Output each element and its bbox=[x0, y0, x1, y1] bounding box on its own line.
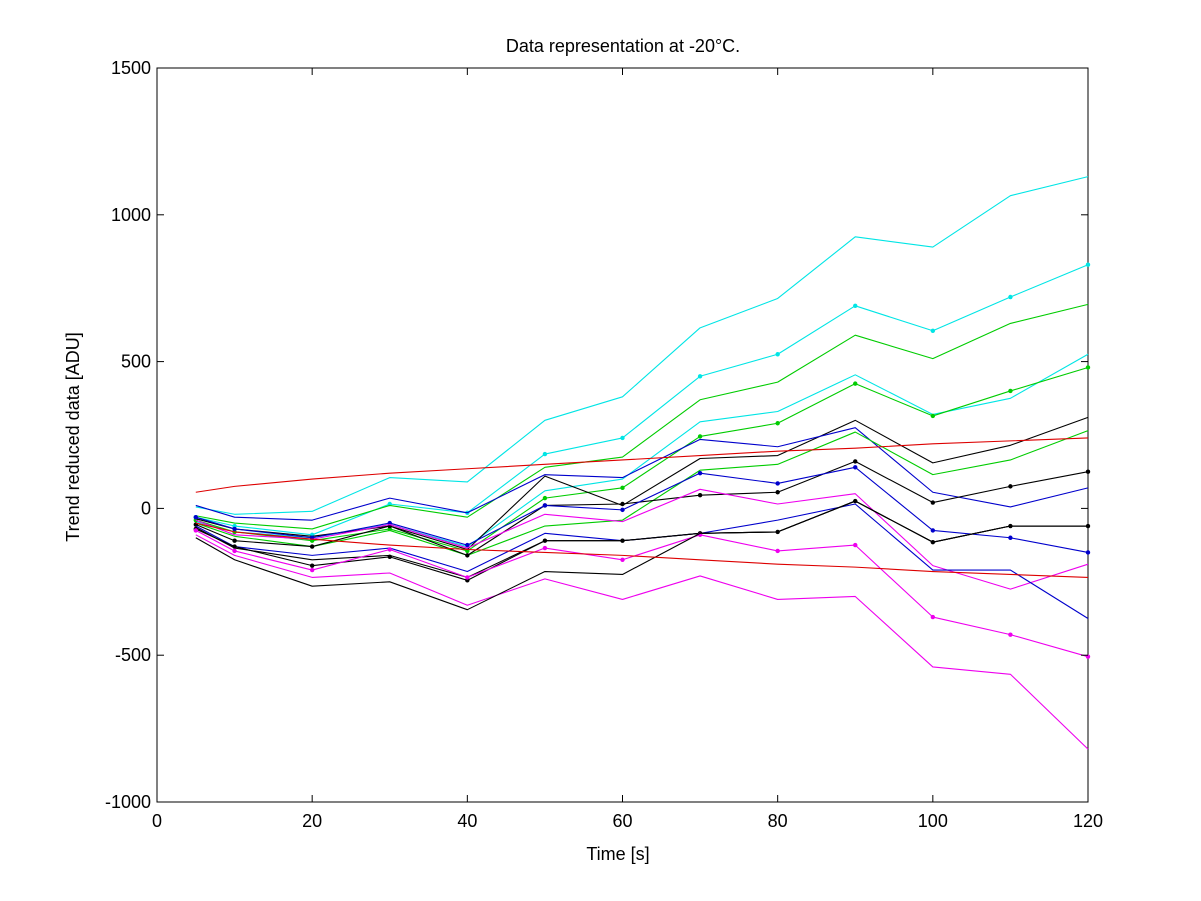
series-15-point bbox=[387, 547, 392, 552]
series-15-point bbox=[1008, 632, 1013, 637]
series-9-point bbox=[930, 500, 936, 505]
series-10-point bbox=[387, 520, 392, 526]
series-2-point bbox=[1085, 262, 1091, 267]
series-line-1 bbox=[195, 176, 1089, 515]
x-axis-label: Time [s] bbox=[586, 844, 649, 864]
series-10-point bbox=[930, 528, 936, 533]
series-line-16 bbox=[195, 534, 1089, 750]
series-14-point bbox=[387, 554, 392, 560]
x-tick-label: 20 bbox=[302, 811, 322, 831]
series-5-point bbox=[542, 495, 548, 501]
series-10-point bbox=[697, 470, 703, 476]
series-2-point bbox=[930, 328, 936, 333]
series-10-point bbox=[775, 481, 780, 486]
series-line-7 bbox=[195, 427, 1089, 521]
series-5-point bbox=[1008, 388, 1013, 394]
x-tick-label: 40 bbox=[457, 811, 477, 831]
series-2-point bbox=[620, 435, 625, 441]
series-14-point bbox=[232, 544, 237, 549]
x-tick-label: 120 bbox=[1073, 811, 1103, 831]
series-2-point bbox=[697, 374, 703, 379]
series-9-point bbox=[1085, 469, 1091, 474]
y-tick-label: -1000 bbox=[105, 792, 151, 812]
y-tick-label: 1500 bbox=[111, 58, 151, 78]
series-5-point bbox=[775, 421, 780, 426]
series-line-3 bbox=[195, 303, 1089, 530]
series-layer bbox=[193, 176, 1091, 750]
series-10-point bbox=[1008, 535, 1013, 540]
series-9-point bbox=[1008, 484, 1013, 489]
x-tick-label: 100 bbox=[918, 811, 948, 831]
series-5-point bbox=[1085, 365, 1091, 370]
series-9-point bbox=[465, 553, 470, 558]
series-15-point bbox=[232, 548, 237, 554]
series-10-point bbox=[620, 507, 625, 513]
series-10-point bbox=[232, 526, 237, 532]
series-14-point bbox=[620, 538, 625, 543]
y-tick-label: 1000 bbox=[111, 205, 151, 225]
series-10-point bbox=[853, 465, 858, 470]
series-9-point bbox=[309, 544, 315, 549]
y-tick-label: -500 bbox=[115, 645, 151, 665]
series-5-point bbox=[620, 485, 625, 491]
series-10-point bbox=[1085, 550, 1091, 555]
series-2-point bbox=[775, 352, 780, 357]
series-14-point bbox=[309, 563, 315, 568]
y-tick-label: 0 bbox=[141, 498, 151, 518]
y-axis-label: Trend reduced data [ADU] bbox=[63, 332, 83, 541]
y-tick-label: 500 bbox=[121, 352, 151, 372]
series-line-18 bbox=[195, 437, 1089, 493]
plot-area: 0 20 40 60 80 100 120 -1000 -500 0 500 1000 1500 bbox=[105, 58, 1103, 831]
series-2-point bbox=[542, 451, 548, 457]
series-10-point bbox=[542, 503, 548, 508]
series-15-point bbox=[775, 548, 780, 554]
series-5-point bbox=[697, 434, 703, 439]
series-15-point bbox=[853, 542, 858, 548]
series-9-point bbox=[620, 501, 625, 507]
series-9-point bbox=[232, 538, 237, 543]
series-line-19 bbox=[195, 522, 1089, 578]
series-15-point bbox=[620, 557, 625, 562]
series-2-point bbox=[853, 303, 858, 309]
x-tick-label: 80 bbox=[768, 811, 788, 831]
series-9-point bbox=[697, 492, 703, 498]
series-15-point bbox=[930, 614, 936, 620]
series-15-point bbox=[193, 528, 198, 533]
x-tick-label: 60 bbox=[612, 811, 632, 831]
series-line-17 bbox=[195, 500, 1088, 611]
series-9-point bbox=[853, 459, 858, 464]
series-10-point bbox=[465, 542, 470, 548]
series-2-point bbox=[1008, 294, 1013, 300]
series-5-point bbox=[853, 381, 858, 386]
series-9-point bbox=[775, 490, 780, 495]
chart-title: Data representation at -20°C. bbox=[506, 36, 740, 56]
series-10-point bbox=[193, 515, 198, 520]
x-tick-label: 0 bbox=[152, 811, 162, 831]
series-5-point bbox=[930, 413, 936, 419]
ticks-layer: 0 20 40 60 80 100 120 -1000 -500 0 500 1000 1500 bbox=[105, 58, 1103, 831]
series-15-point bbox=[465, 575, 470, 580]
series-14-point bbox=[542, 538, 548, 543]
series-15-point bbox=[309, 567, 315, 573]
series-15-point bbox=[542, 545, 548, 551]
